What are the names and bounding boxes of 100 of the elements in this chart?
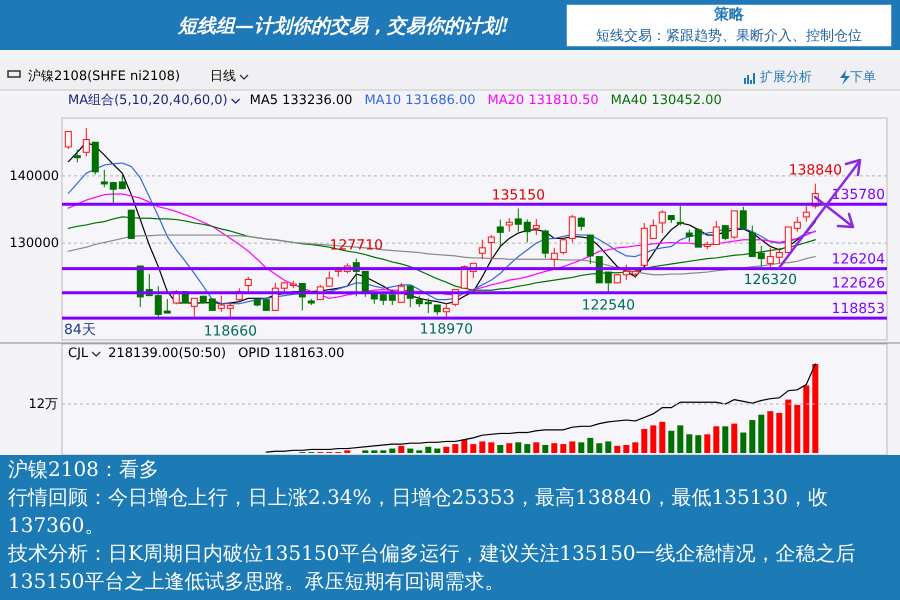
candlestick xyxy=(496,219,504,247)
bar xyxy=(749,420,756,453)
annotation: 122540 xyxy=(582,297,636,314)
bar xyxy=(578,442,584,453)
bar xyxy=(551,443,558,453)
bar xyxy=(713,426,720,453)
text: 沪镍2108：看多 xyxy=(8,457,159,481)
bar xyxy=(812,364,818,453)
candlestick xyxy=(614,274,621,284)
candlestick xyxy=(722,224,729,241)
annotation: 126320 xyxy=(744,272,798,288)
candlestick xyxy=(434,304,441,316)
candlestick xyxy=(154,286,162,317)
bar xyxy=(650,425,656,453)
bar xyxy=(740,432,746,453)
candlestick xyxy=(488,234,495,260)
bar xyxy=(506,443,512,453)
text: OPID 118163.00 xyxy=(238,346,344,361)
bar xyxy=(704,434,710,453)
candlestick xyxy=(442,302,450,318)
text: MA40 130452.00 xyxy=(610,93,722,108)
candlestick xyxy=(686,229,693,242)
bar xyxy=(569,441,576,453)
candlestick xyxy=(650,219,657,239)
candlestick xyxy=(424,298,432,314)
annotation: 135150 xyxy=(492,187,546,204)
bar xyxy=(452,444,458,453)
candlestick xyxy=(244,276,252,292)
bar xyxy=(623,444,630,453)
bar xyxy=(641,428,648,453)
bar xyxy=(461,440,468,453)
ref-line-label: 118853 xyxy=(832,301,885,318)
bar xyxy=(515,442,522,453)
candlestick xyxy=(542,229,549,258)
candlestick xyxy=(740,206,747,230)
candlestick xyxy=(110,182,117,204)
candlestick xyxy=(514,208,522,232)
bar xyxy=(677,425,684,453)
bar xyxy=(686,434,692,453)
candlestick xyxy=(326,270,333,287)
candlestick xyxy=(532,218,540,236)
candlestick xyxy=(164,298,171,314)
y-tick-label: 140000 xyxy=(9,168,59,184)
candlestick xyxy=(748,225,756,258)
candlestick xyxy=(64,130,72,150)
bar xyxy=(560,444,566,453)
candlestick xyxy=(658,210,666,234)
candlestick xyxy=(100,169,108,188)
ref-line-label: 135780 xyxy=(832,187,885,204)
candlestick xyxy=(550,247,558,268)
legend-title: MA组合(5,10,20,40,60,0) xyxy=(68,93,228,108)
text: 扩展分析 xyxy=(760,70,812,85)
annotation: 118660 xyxy=(204,323,258,340)
bar xyxy=(425,446,432,453)
annotation: 118970 xyxy=(420,321,474,338)
ref-line-label: 12万 xyxy=(28,397,58,412)
annotation: 127710 xyxy=(330,238,384,254)
bar xyxy=(344,450,350,453)
bar xyxy=(434,448,440,453)
bar xyxy=(794,404,800,453)
bar xyxy=(380,450,386,453)
bar xyxy=(407,448,414,453)
candlestick xyxy=(506,218,513,232)
chart-title: 沪镍2108(SHFE ni2108) xyxy=(28,68,180,84)
bar xyxy=(659,422,666,453)
text: 短线组—计划你的交易，交易你的计划! xyxy=(177,15,510,37)
candlestick xyxy=(802,206,810,222)
bar xyxy=(614,446,620,453)
bar xyxy=(587,438,594,453)
bar xyxy=(497,444,504,453)
candlestick xyxy=(388,289,396,306)
candlestick xyxy=(694,228,702,248)
chart-title: CJL xyxy=(68,346,89,361)
candlestick xyxy=(262,298,270,311)
bar xyxy=(533,442,540,453)
candlestick xyxy=(280,280,288,292)
bar xyxy=(542,444,548,453)
ref-line-label: 122626 xyxy=(832,276,886,292)
candlestick xyxy=(766,247,774,268)
text: 218139.00(50:50) xyxy=(108,346,226,361)
candlestick xyxy=(362,270,369,298)
annotation: 84天 xyxy=(64,322,96,338)
bar xyxy=(668,430,674,453)
bar xyxy=(398,446,404,453)
bar xyxy=(596,443,602,453)
bar xyxy=(695,435,702,453)
bar xyxy=(758,414,764,453)
y-tick-label: 130000 xyxy=(9,236,59,252)
text: MA10 131686.00 xyxy=(364,93,476,108)
text: MA20 131810.50 xyxy=(488,93,599,108)
bar xyxy=(776,412,782,453)
candlestick xyxy=(712,220,720,245)
bar xyxy=(785,400,792,453)
bar xyxy=(443,446,450,453)
text: MA5 133236.00 xyxy=(250,93,352,108)
candlestick xyxy=(190,298,198,317)
ref-line-label: 126204 xyxy=(832,252,886,268)
line-series xyxy=(68,234,816,276)
candlestick xyxy=(416,295,423,308)
candlestick xyxy=(478,239,486,260)
